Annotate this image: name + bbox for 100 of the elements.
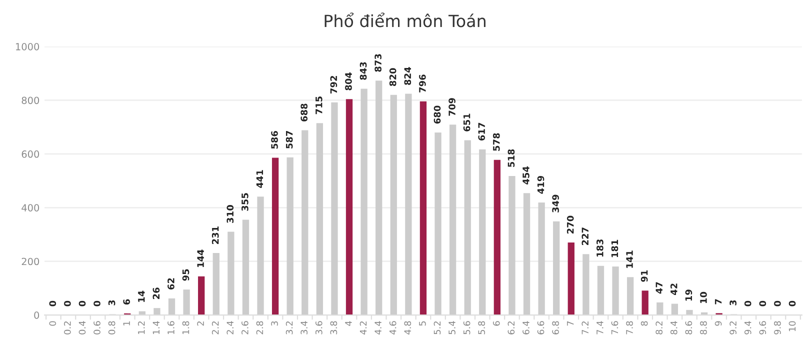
- data-label: 231: [212, 226, 219, 244]
- y-tick-label: 600: [22, 150, 40, 158]
- x-tick-label: 0.8: [108, 321, 116, 334]
- chart-title: Phổ điểm môn Toán: [324, 12, 486, 28]
- data-label: 270: [566, 216, 574, 234]
- data-label: 441: [256, 170, 264, 188]
- x-tick-label: 5.6: [463, 321, 470, 334]
- x-tick-label: 9.8: [774, 321, 781, 334]
- data-label: 0: [64, 300, 71, 306]
- x-tick-label: 6.8: [552, 321, 559, 334]
- x-tick-label: 4: [345, 321, 352, 326]
- x-tick-label: 6.2: [508, 322, 515, 334]
- y-tick-label: 800: [22, 96, 40, 104]
- data-label: 419: [537, 176, 544, 194]
- x-tick-label: 5.2: [434, 322, 441, 334]
- x-tick-label: 7.2: [582, 322, 588, 334]
- data-label: 792: [330, 76, 338, 94]
- x-tick-label: 9.2: [730, 322, 736, 334]
- data-label: 181: [611, 240, 618, 258]
- x-tick-label: 4.4: [374, 321, 382, 335]
- data-label: 680: [434, 106, 441, 124]
- data-label: 144: [197, 250, 204, 268]
- x-tick-label: 0: [49, 321, 56, 326]
- y-tick-label: 200: [22, 258, 40, 266]
- data-label: 91: [640, 270, 648, 282]
- data-label: 709: [448, 98, 456, 116]
- data-label: 0: [744, 300, 752, 306]
- data-label: 227: [582, 228, 588, 246]
- data-label: 355: [242, 193, 248, 211]
- data-label: 26: [152, 288, 160, 300]
- x-tick-label: 5.4: [448, 321, 456, 334]
- data-label: 587: [286, 130, 293, 148]
- data-label: 651: [463, 114, 470, 132]
- x-tick-label: 7.4: [596, 321, 604, 334]
- x-tick-label: 4.6: [389, 321, 396, 335]
- data-label: 796: [419, 74, 426, 92]
- x-tick-label: 2.2: [212, 322, 219, 334]
- data-label: 820: [389, 68, 396, 86]
- data-label: 578: [492, 133, 500, 151]
- x-tick-label: 2.6: [242, 321, 248, 334]
- x-tick-label: 10: [788, 321, 796, 332]
- data-label: 3: [730, 300, 736, 306]
- x-tick-label: 2: [197, 322, 204, 326]
- data-label: 715: [316, 96, 322, 114]
- x-tick-label: 2.8: [256, 321, 264, 334]
- y-tick-label: 400: [22, 204, 40, 212]
- x-tick-label: 9.6: [759, 321, 766, 334]
- y-tick-label: 1000: [16, 43, 40, 50]
- x-tick-label: 4.8: [404, 321, 412, 335]
- data-label: 0: [78, 300, 86, 306]
- data-label: 518: [508, 149, 515, 167]
- x-tick-label: 9: [714, 321, 722, 326]
- x-tick-label: 8.6: [685, 321, 692, 334]
- x-tick-label: 0.6: [94, 321, 100, 334]
- data-label: 10: [700, 292, 707, 304]
- x-tick-label: 9.4: [744, 321, 752, 334]
- data-label: 0: [759, 300, 766, 306]
- data-label: 7: [714, 299, 722, 304]
- y-tick-label: 0: [34, 312, 40, 319]
- x-tick-label: 7: [567, 321, 574, 326]
- data-label: 47: [656, 282, 662, 294]
- x-tick-label: 3.2: [286, 322, 293, 334]
- data-label: 95: [182, 269, 190, 281]
- data-label: 14: [138, 290, 145, 302]
- data-label: 843: [360, 62, 367, 80]
- data-label: 141: [626, 250, 633, 268]
- x-tick-label: 2.4: [226, 321, 234, 334]
- x-tick-label: 3: [271, 321, 278, 326]
- data-label: 0: [788, 300, 796, 306]
- data-label: 0: [94, 300, 100, 306]
- data-label: 586: [271, 131, 278, 149]
- data-label: 19: [685, 290, 692, 301]
- x-tick-label: 1.8: [182, 321, 190, 334]
- data-label: 0: [774, 300, 781, 306]
- x-tick-label: 3.8: [330, 321, 338, 334]
- data-label: 310: [226, 205, 234, 223]
- x-tick-label: 5.8: [478, 321, 486, 334]
- data-label: 617: [478, 122, 486, 140]
- x-tick-label: 4.2: [360, 322, 367, 335]
- x-tick-label: 0.2: [64, 322, 71, 334]
- x-tick-label: 1: [123, 321, 130, 326]
- data-label: 183: [596, 239, 604, 257]
- x-tick-label: 8.8: [700, 321, 707, 334]
- data-label: 454: [522, 166, 530, 184]
- x-tick-label: 6: [492, 321, 500, 326]
- x-tick-label: 7.8: [626, 321, 633, 334]
- x-tick-label: 1.2: [138, 322, 145, 334]
- x-tick-label: 3.6: [315, 321, 322, 334]
- x-tick-label: 1.4: [152, 321, 160, 334]
- data-label: 3: [108, 300, 116, 306]
- x-tick-label: 6.6: [537, 321, 544, 334]
- x-tick-label: 8.4: [670, 321, 678, 334]
- data-label: 824: [404, 67, 412, 85]
- data-label: 62: [168, 278, 174, 290]
- data-label: 0: [49, 300, 56, 306]
- data-label: 688: [300, 104, 308, 122]
- x-tick-label: 0.4: [78, 321, 86, 334]
- data-label: 349: [552, 194, 559, 212]
- data-label: 804: [345, 72, 352, 90]
- x-tick-label: 1.6: [168, 321, 174, 334]
